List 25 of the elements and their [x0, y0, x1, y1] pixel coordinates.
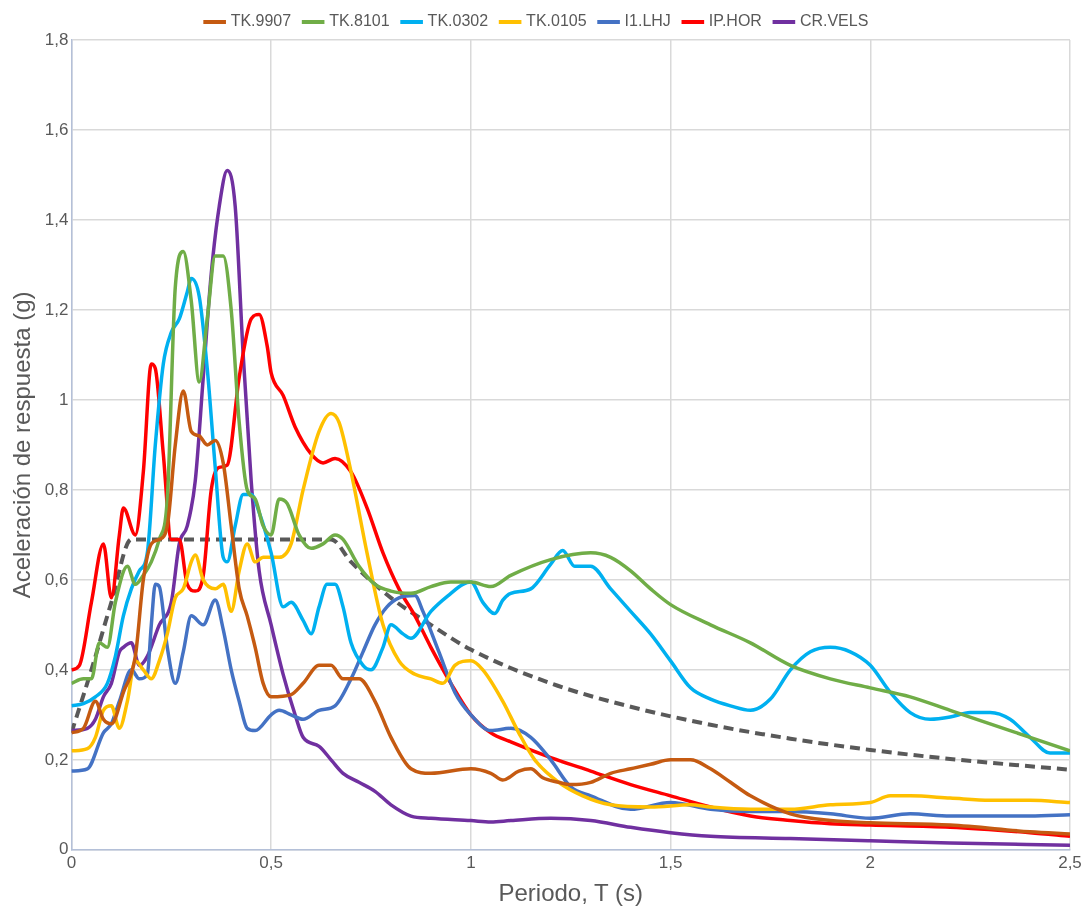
- line-series: [71, 537, 1070, 772]
- y-tick-label: 1,6: [44, 119, 69, 139]
- y-tick-label: 0,4: [44, 659, 69, 679]
- y-tick-label: 0: [58, 839, 69, 859]
- y-tick-label: 1,2: [44, 299, 69, 319]
- y-tick-label: 0,8: [44, 479, 69, 499]
- y-tick-label: 1,8: [44, 29, 69, 49]
- x-tick-label: 2,5: [1058, 852, 1082, 872]
- y-tick-label: 1,4: [44, 209, 69, 229]
- legend-label: TK.0105: [526, 12, 587, 30]
- legend-label: I1.LHJ: [624, 12, 671, 30]
- y-tick-label: 1: [58, 389, 69, 409]
- x-axis-title: Periodo, T (s): [498, 879, 643, 907]
- legend-label: IP.HOR: [708, 12, 762, 30]
- y-tick-label: 0,6: [44, 569, 69, 589]
- x-tick-label: 1,5: [658, 852, 683, 872]
- legend-label: TK.8101: [329, 12, 390, 30]
- y-axis-title: Aceleración de respuesta (g): [8, 291, 36, 599]
- legend-label: TK.9907: [230, 12, 292, 30]
- y-tick-label: 0,2: [44, 749, 69, 769]
- x-tick-label: 0,5: [259, 852, 283, 872]
- x-tick-label: 2: [865, 852, 876, 872]
- x-tick-label: 1: [466, 852, 476, 872]
- legend-label: TK.0302: [427, 12, 489, 30]
- legend-label: CR.VELS: [799, 12, 869, 30]
